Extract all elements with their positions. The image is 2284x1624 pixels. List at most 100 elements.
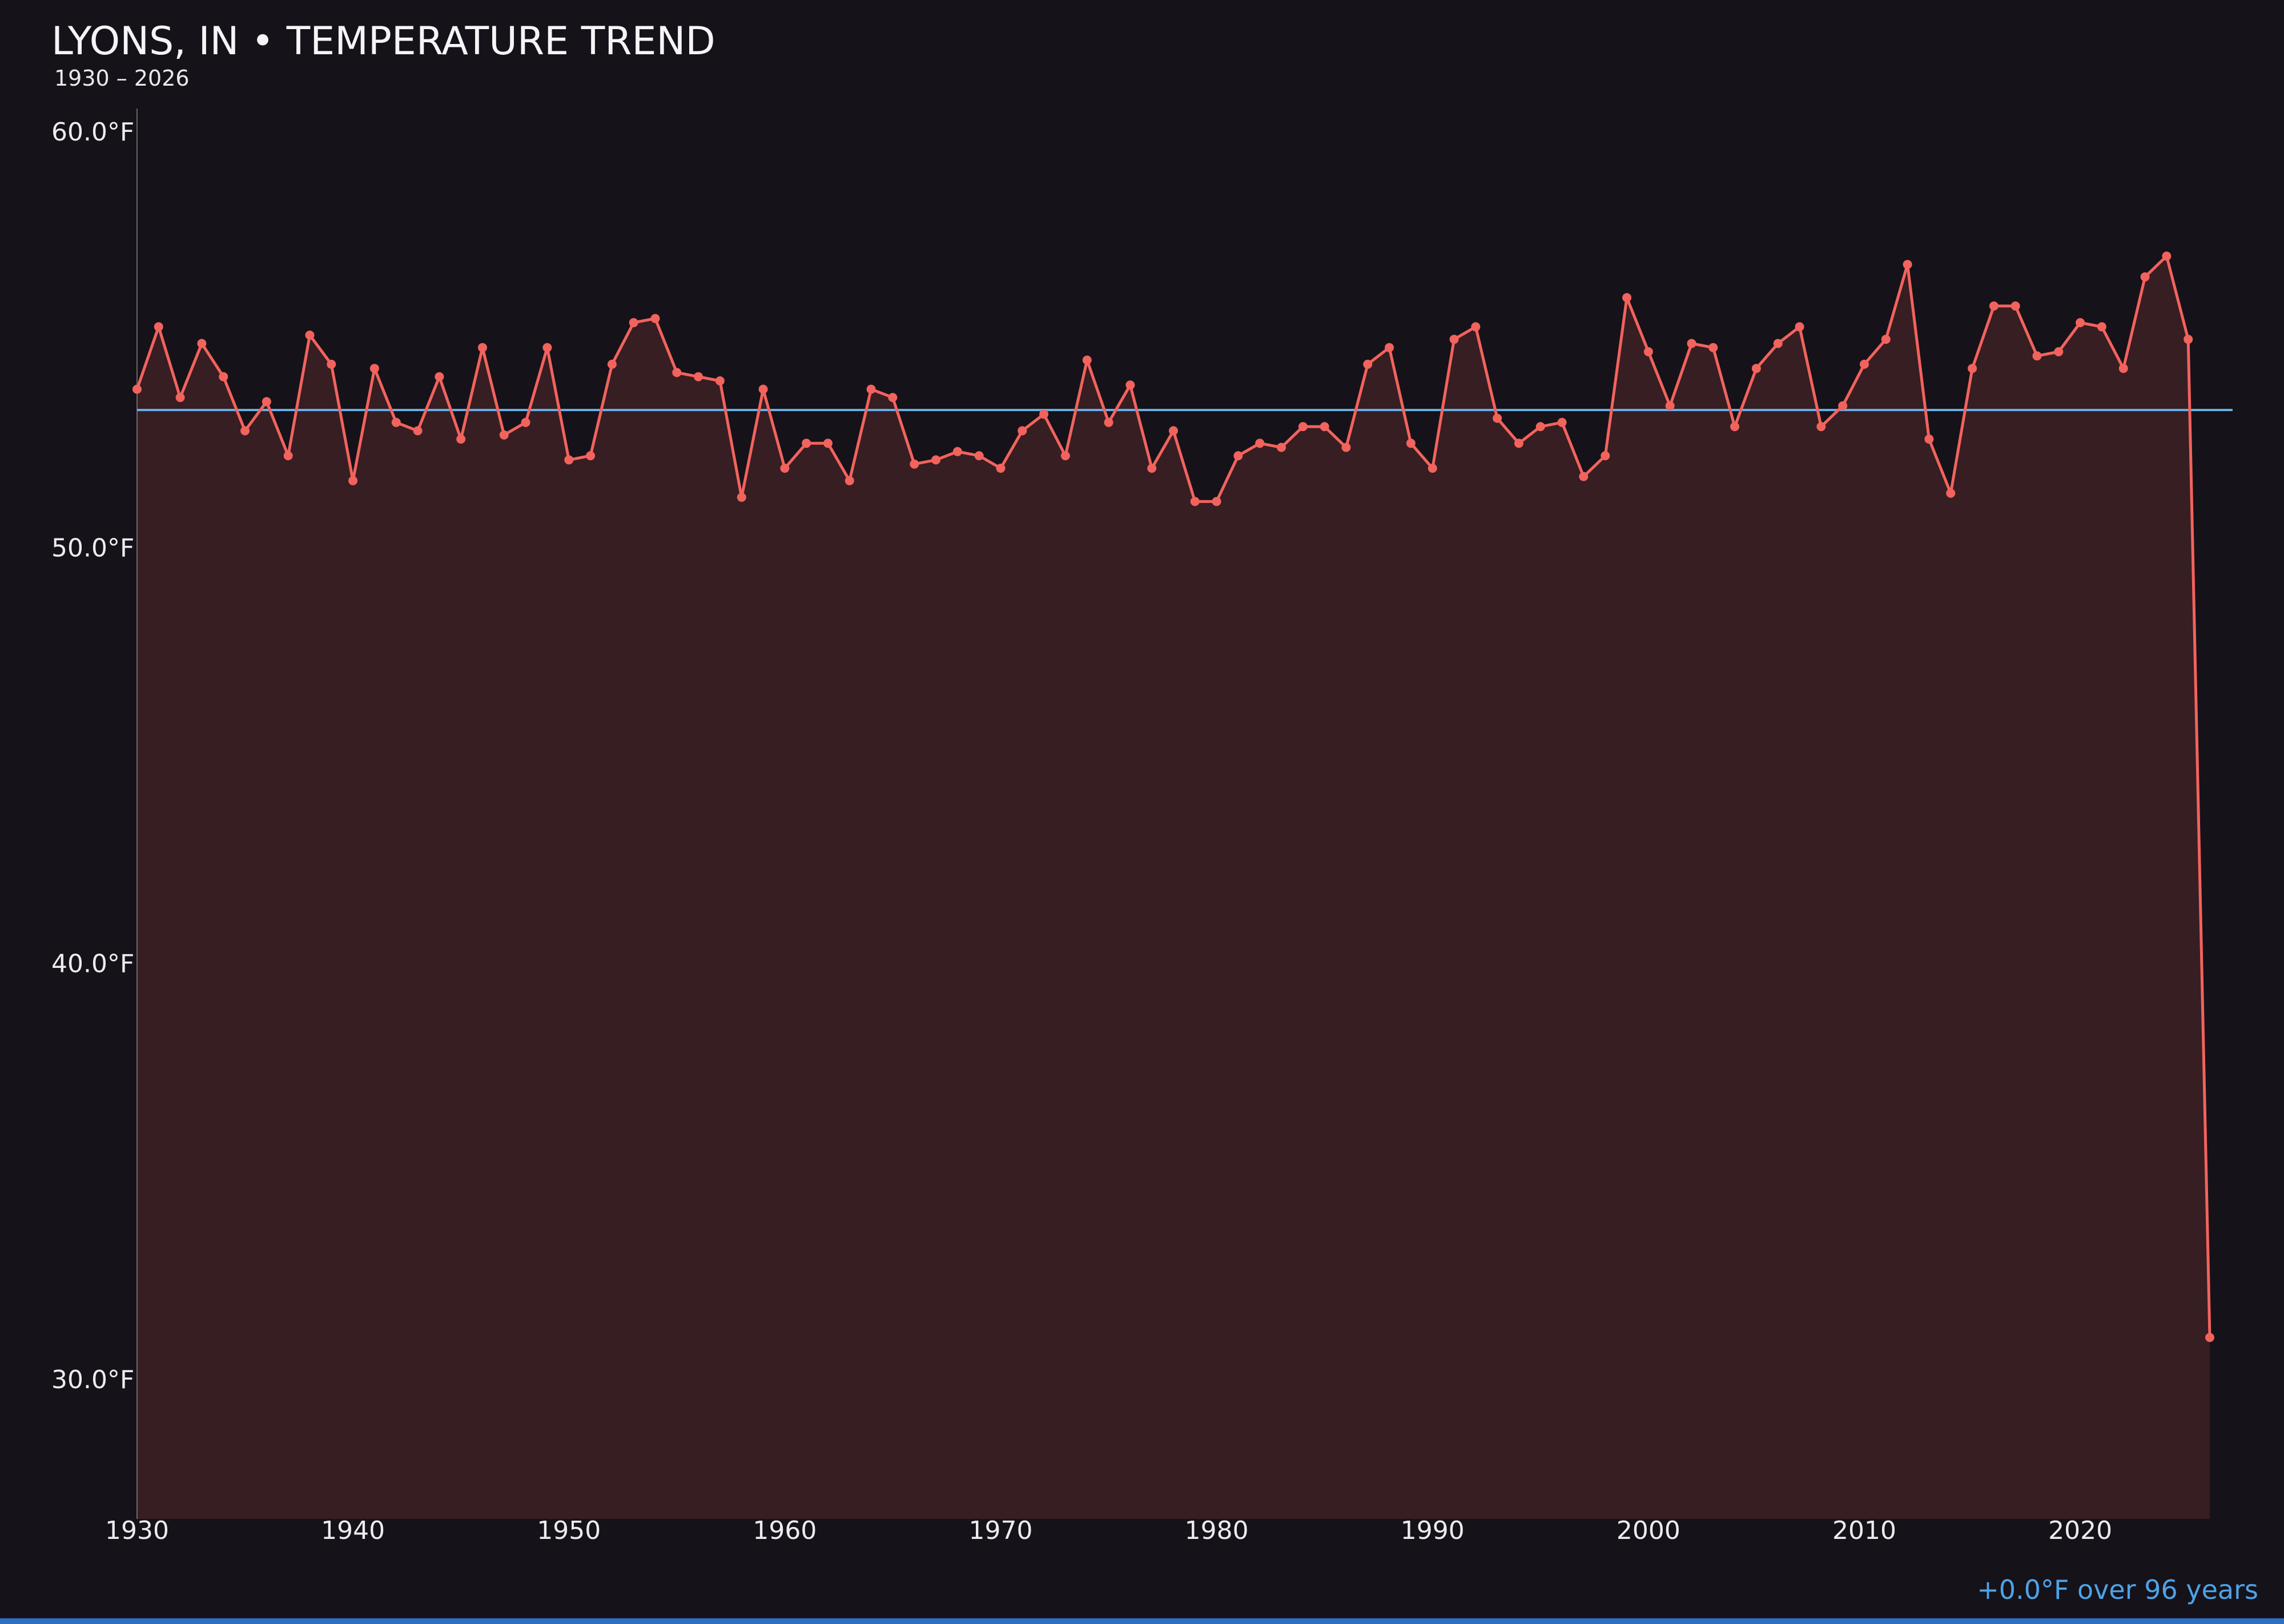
data-point xyxy=(327,359,336,369)
x-tick-label: 2020 xyxy=(2048,1516,2112,1545)
data-point xyxy=(974,451,984,461)
data-point xyxy=(910,459,919,469)
data-point xyxy=(1687,339,1696,348)
data-point xyxy=(1471,322,1481,332)
data-point xyxy=(2097,322,2106,332)
x-tick-label: 1990 xyxy=(1401,1516,1465,1545)
data-point xyxy=(1255,439,1265,448)
data-point xyxy=(1946,488,1956,498)
data-point xyxy=(1082,355,1092,365)
data-point xyxy=(1233,451,1243,461)
data-point xyxy=(672,368,682,377)
data-point xyxy=(1039,409,1049,419)
data-point xyxy=(521,417,530,427)
data-point xyxy=(478,343,487,352)
data-point xyxy=(1881,335,1891,344)
data-point xyxy=(1622,293,1632,303)
data-point xyxy=(305,330,315,340)
data-point xyxy=(564,455,574,465)
data-point xyxy=(694,372,703,381)
data-point xyxy=(931,455,941,465)
data-point xyxy=(1557,417,1567,427)
data-point xyxy=(1708,343,1718,352)
y-tick-label: 40.0°F xyxy=(51,950,134,979)
data-point xyxy=(542,343,552,352)
x-tick-label: 1940 xyxy=(321,1516,385,1545)
data-point xyxy=(607,359,617,369)
data-point xyxy=(650,313,660,323)
chart-title: LYONS, IN • TEMPERATURE TREND xyxy=(51,19,715,64)
data-point xyxy=(1190,497,1200,507)
data-point xyxy=(1795,322,1804,332)
data-point xyxy=(2032,351,2042,361)
data-point xyxy=(1535,422,1545,432)
data-point xyxy=(823,439,833,448)
data-point xyxy=(1449,335,1459,344)
data-point xyxy=(1060,451,1070,461)
data-point xyxy=(888,393,898,403)
data-point xyxy=(1924,435,1934,444)
data-point xyxy=(758,384,768,394)
data-point xyxy=(866,384,876,394)
x-tick-label: 1960 xyxy=(753,1516,817,1545)
data-point xyxy=(1385,343,1394,352)
data-point xyxy=(1903,260,1912,270)
data-point xyxy=(348,476,358,485)
data-point xyxy=(1147,464,1157,473)
data-point xyxy=(262,397,271,407)
data-point xyxy=(1277,443,1286,452)
data-point xyxy=(1665,401,1675,411)
y-tick-label: 30.0°F xyxy=(51,1365,134,1394)
data-point xyxy=(456,435,466,444)
data-point xyxy=(952,447,962,456)
data-point xyxy=(2184,335,2193,344)
y-tick-label: 60.0°F xyxy=(51,118,134,147)
x-tick-label: 1970 xyxy=(969,1516,1033,1545)
data-point xyxy=(780,464,790,473)
data-point xyxy=(629,318,638,327)
data-point xyxy=(1406,439,1416,448)
data-point xyxy=(2162,251,2172,261)
data-point xyxy=(1493,413,1502,423)
ticks-layer: 60.0°F 50.0°F 40.0°F 30.0°F 1930 1940 1950 1960… xyxy=(51,118,2112,1545)
data-point xyxy=(1514,439,1523,448)
x-tick-label: 1930 xyxy=(105,1516,169,1545)
series-area xyxy=(137,256,2210,1519)
data-point xyxy=(1860,359,1869,369)
x-tick-label: 2000 xyxy=(1617,1516,1680,1545)
data-point xyxy=(1989,301,1998,311)
data-point xyxy=(1320,422,1329,432)
data-point xyxy=(1816,422,1826,432)
data-point xyxy=(1212,497,1221,507)
data-point xyxy=(1773,339,1783,348)
data-point xyxy=(802,439,811,448)
data-point xyxy=(1838,401,1848,411)
data-point xyxy=(283,451,293,461)
x-tick-label: 1950 xyxy=(537,1516,601,1545)
data-point xyxy=(369,364,379,373)
data-point xyxy=(1363,359,1373,369)
data-point xyxy=(499,430,509,440)
data-point xyxy=(586,451,596,461)
data-point xyxy=(737,492,746,502)
trend-summary-label: +0.0°F over 96 years xyxy=(1977,1574,2258,1605)
data-point xyxy=(197,339,207,348)
data-point xyxy=(1427,464,1437,473)
data-point xyxy=(1104,417,1113,427)
data-point xyxy=(2140,272,2150,282)
data-point xyxy=(1643,347,1653,356)
data-point xyxy=(391,417,401,427)
data-point xyxy=(1298,422,1308,432)
x-tick-label: 2010 xyxy=(1832,1516,1896,1545)
data-point xyxy=(2010,301,2020,311)
data-point xyxy=(132,384,142,394)
data-point xyxy=(1169,426,1178,436)
data-point xyxy=(845,476,854,485)
data-point xyxy=(1968,364,1977,373)
data-point xyxy=(715,376,725,385)
data-point xyxy=(1601,451,1610,461)
chart-subtitle: 1930 – 2026 xyxy=(54,66,190,91)
